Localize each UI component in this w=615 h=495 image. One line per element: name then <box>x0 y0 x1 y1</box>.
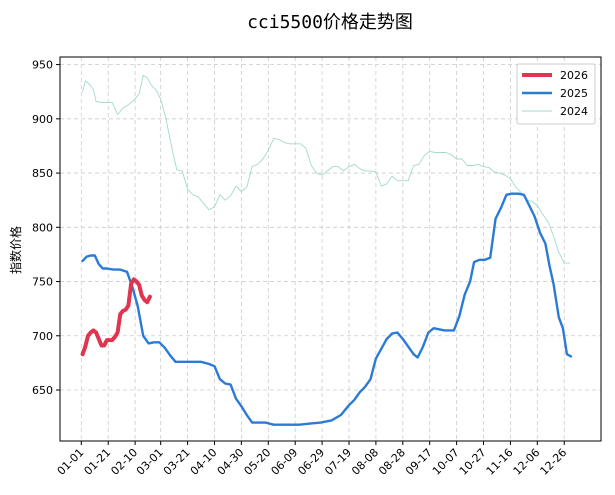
x-tick-label: 12-26 <box>538 446 570 478</box>
x-tick-label: 10-27 <box>457 446 489 478</box>
x-tick-label: 12-06 <box>511 446 543 478</box>
x-tick-label: 11-16 <box>484 446 516 478</box>
series-group <box>80 74 573 426</box>
y-tick-label: 950 <box>32 59 53 72</box>
x-tick-label: 08-28 <box>376 446 408 478</box>
x-tick-label: 02-10 <box>108 446 140 478</box>
series-line-2025 <box>81 192 573 426</box>
x-tick-label: 07-19 <box>322 446 354 478</box>
y-axis-ticks: 650 700 750 800 850 900 950 <box>32 59 60 397</box>
x-tick-label: 06-09 <box>269 446 301 478</box>
x-axis-ticks: 01-0101-2102-1003-0103-2104-1004-3005-20… <box>55 441 570 478</box>
chart-title: cci5500价格走势图 <box>247 12 413 33</box>
legend-box <box>516 63 596 125</box>
y-tick-label: 700 <box>32 330 53 343</box>
y-tick-label: 900 <box>32 113 53 126</box>
y-axis-label: 指数价格 <box>8 226 23 274</box>
legend: 2026 2025 2024 <box>516 63 596 125</box>
y-tick-label: 850 <box>32 167 53 180</box>
x-tick-label: 01-21 <box>82 446 114 478</box>
y-tick-label: 750 <box>32 276 53 289</box>
series-line-2026 <box>80 277 152 357</box>
y-tick-label: 800 <box>32 221 53 234</box>
x-tick-label: 05-20 <box>242 446 274 478</box>
x-tick-label: 04-10 <box>188 446 220 478</box>
x-tick-label: 10-07 <box>430 446 462 478</box>
x-tick-label: 03-01 <box>134 446 166 478</box>
x-tick-label: 08-08 <box>349 446 381 478</box>
x-tick-label: 06-29 <box>295 446 327 478</box>
x-tick-label: 01-01 <box>55 446 87 478</box>
x-tick-label: 03-21 <box>161 446 193 478</box>
legend-label-2026: 2026 <box>560 69 588 82</box>
legend-label-2024: 2024 <box>560 105 588 118</box>
x-tick-label: 04-30 <box>215 446 247 478</box>
x-tick-label: 09-17 <box>403 446 435 478</box>
plot-frame <box>59 56 602 442</box>
y-tick-label: 650 <box>32 384 53 397</box>
series-line-2024 <box>82 74 571 264</box>
legend-label-2025: 2025 <box>560 87 588 100</box>
